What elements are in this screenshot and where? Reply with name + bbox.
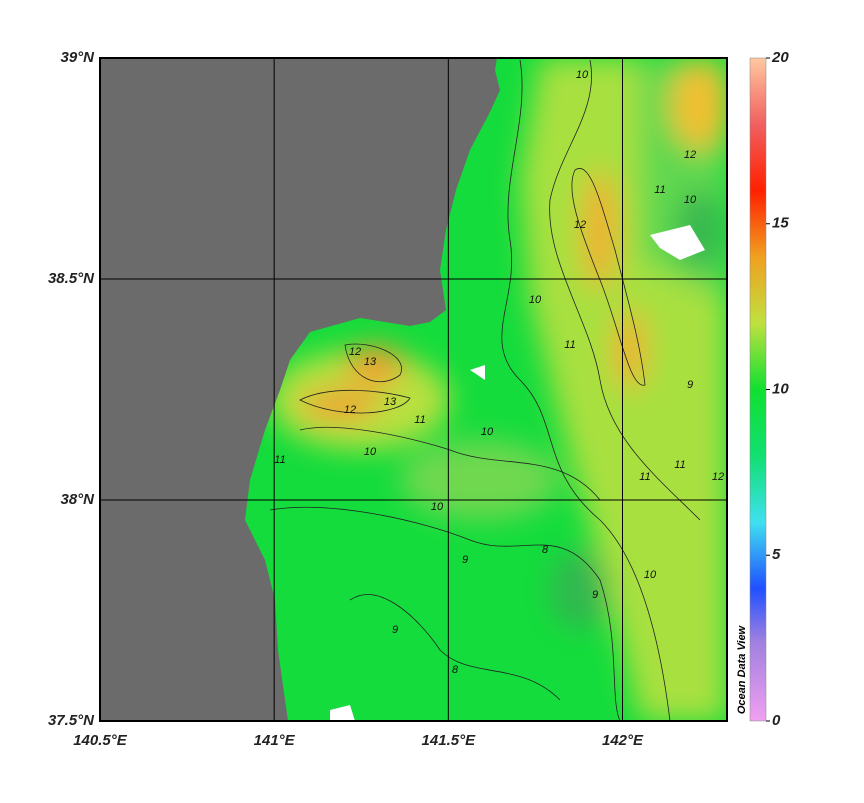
contour-label: 10 bbox=[684, 194, 697, 206]
contour-label: 8 bbox=[542, 544, 549, 556]
x-tick-label: 141°E bbox=[254, 732, 296, 749]
graticule: 140.5°E 141°E 141.5°E 142°E 37.5°N 38°N 38.5°N… bbox=[48, 49, 727, 749]
y-tick-label: 39°N bbox=[60, 49, 95, 66]
y-tick-label: 37.5°N bbox=[48, 712, 95, 729]
contour-label: 12 bbox=[349, 346, 361, 358]
contour-label: 10 bbox=[644, 569, 657, 581]
contour-label: 13 bbox=[364, 356, 377, 368]
y-tick-label: 38.5°N bbox=[48, 270, 95, 287]
contour-label: 10 bbox=[576, 69, 589, 81]
colorbar-tick-label: 5 bbox=[772, 546, 781, 563]
contour-labels: 1012111210111213121311101011109981011119… bbox=[274, 69, 724, 676]
watermark: Ocean Data View bbox=[736, 624, 748, 714]
colorbar bbox=[749, 57, 767, 722]
contour-label: 11 bbox=[674, 459, 685, 471]
contour-label: 8 bbox=[452, 664, 459, 676]
map-field bbox=[100, 58, 727, 721]
contour-label: 10 bbox=[431, 501, 444, 513]
land bbox=[100, 58, 500, 721]
contour-label: 12 bbox=[684, 149, 696, 161]
contour-label: 11 bbox=[564, 339, 575, 351]
colorbar-tick-label: 10 bbox=[772, 380, 789, 397]
no-data bbox=[330, 225, 705, 721]
contour-label: 13 bbox=[384, 396, 397, 408]
contour-label: 10 bbox=[364, 446, 377, 458]
colorbar-tick-label: 20 bbox=[771, 49, 789, 66]
x-tick-label: 142°E bbox=[602, 732, 644, 749]
colorbar-tick-label: 0 bbox=[772, 712, 781, 729]
contours bbox=[269, 59, 701, 721]
contour-label: 11 bbox=[654, 184, 665, 196]
y-tick-label: 38°N bbox=[60, 491, 95, 508]
contour-label: 10 bbox=[481, 426, 494, 438]
contour-label: 11 bbox=[274, 454, 285, 466]
contour-label: 11 bbox=[414, 414, 425, 426]
contour-label: 9 bbox=[687, 379, 693, 391]
x-tick-label: 141.5°E bbox=[422, 732, 477, 749]
colorbar-tick-label: 15 bbox=[772, 215, 789, 232]
contour-label: 9 bbox=[592, 589, 598, 601]
contour-label: 10 bbox=[529, 294, 542, 306]
x-tick-label: 140.5°E bbox=[73, 732, 128, 749]
contour-label: 9 bbox=[462, 554, 468, 566]
contour-label: 12 bbox=[574, 219, 586, 231]
contour-label: 11 bbox=[639, 471, 650, 483]
contour-label: 12 bbox=[712, 471, 724, 483]
contour-label: 9 bbox=[392, 624, 398, 636]
contour-label: 12 bbox=[344, 404, 356, 416]
